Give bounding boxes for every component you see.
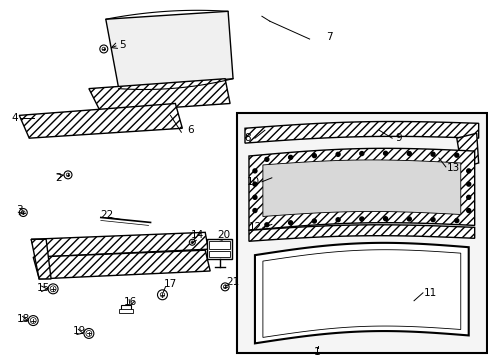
Polygon shape <box>244 122 478 143</box>
Text: 20: 20 <box>217 230 230 240</box>
Circle shape <box>223 285 226 289</box>
Text: 9: 9 <box>395 133 402 143</box>
Circle shape <box>21 211 25 214</box>
Polygon shape <box>31 239 51 279</box>
Circle shape <box>86 331 91 336</box>
Bar <box>121 305 130 312</box>
Circle shape <box>312 154 316 158</box>
Text: 13: 13 <box>446 163 460 173</box>
Polygon shape <box>89 79 230 112</box>
Text: 3: 3 <box>16 204 22 215</box>
Circle shape <box>157 290 167 300</box>
Bar <box>237 113 486 353</box>
Circle shape <box>466 169 470 173</box>
Circle shape <box>466 195 470 199</box>
Text: 2: 2 <box>55 173 61 183</box>
Polygon shape <box>19 103 182 138</box>
Circle shape <box>84 328 94 338</box>
Text: 10: 10 <box>246 177 259 187</box>
Circle shape <box>191 241 193 244</box>
Circle shape <box>189 239 195 245</box>
Circle shape <box>221 283 228 291</box>
Polygon shape <box>105 11 233 89</box>
Circle shape <box>100 45 107 53</box>
Circle shape <box>31 318 35 323</box>
Text: 5: 5 <box>119 40 126 50</box>
Circle shape <box>66 173 70 177</box>
Circle shape <box>359 152 363 156</box>
Text: 8: 8 <box>244 133 251 143</box>
Text: 16: 16 <box>124 297 137 307</box>
Circle shape <box>252 182 256 186</box>
Circle shape <box>28 316 38 325</box>
Polygon shape <box>248 148 474 230</box>
Circle shape <box>51 287 55 291</box>
Text: 21: 21 <box>226 277 239 287</box>
Polygon shape <box>263 160 460 216</box>
Circle shape <box>288 156 292 159</box>
Circle shape <box>30 318 36 324</box>
Circle shape <box>288 221 292 225</box>
Text: 1: 1 <box>314 347 320 357</box>
Circle shape <box>312 219 316 223</box>
Circle shape <box>407 217 410 221</box>
Circle shape <box>160 293 164 297</box>
Circle shape <box>466 208 470 212</box>
Text: 4: 4 <box>11 113 18 123</box>
Polygon shape <box>254 243 468 343</box>
Circle shape <box>454 219 458 222</box>
Circle shape <box>264 157 268 161</box>
Circle shape <box>407 152 410 156</box>
Text: 6: 6 <box>186 125 193 135</box>
Circle shape <box>102 47 105 51</box>
Text: 7: 7 <box>325 32 332 42</box>
Circle shape <box>252 195 256 199</box>
Circle shape <box>264 223 268 227</box>
Circle shape <box>335 152 339 156</box>
Circle shape <box>64 171 72 179</box>
Circle shape <box>430 152 434 156</box>
Circle shape <box>86 330 92 337</box>
Circle shape <box>454 153 458 157</box>
Text: 14: 14 <box>190 230 203 240</box>
Text: 17: 17 <box>163 279 177 289</box>
Text: 18: 18 <box>17 314 30 324</box>
Bar <box>209 241 230 249</box>
Circle shape <box>252 169 256 173</box>
Polygon shape <box>33 250 210 279</box>
Text: 15: 15 <box>37 283 50 293</box>
Polygon shape <box>31 232 208 257</box>
Circle shape <box>48 284 58 294</box>
Text: 22: 22 <box>100 210 113 220</box>
Circle shape <box>50 286 56 292</box>
Text: 12: 12 <box>248 222 261 233</box>
Circle shape <box>430 218 434 222</box>
Circle shape <box>19 208 27 216</box>
Circle shape <box>335 218 339 222</box>
Polygon shape <box>456 133 478 168</box>
Bar <box>207 239 232 259</box>
Circle shape <box>466 182 470 186</box>
Circle shape <box>359 217 363 221</box>
Bar <box>209 251 230 257</box>
Polygon shape <box>248 225 474 241</box>
Bar <box>119 309 132 312</box>
Circle shape <box>383 217 387 221</box>
Text: 11: 11 <box>424 288 437 298</box>
Circle shape <box>383 151 387 155</box>
Text: 19: 19 <box>72 327 85 337</box>
Circle shape <box>252 208 256 212</box>
